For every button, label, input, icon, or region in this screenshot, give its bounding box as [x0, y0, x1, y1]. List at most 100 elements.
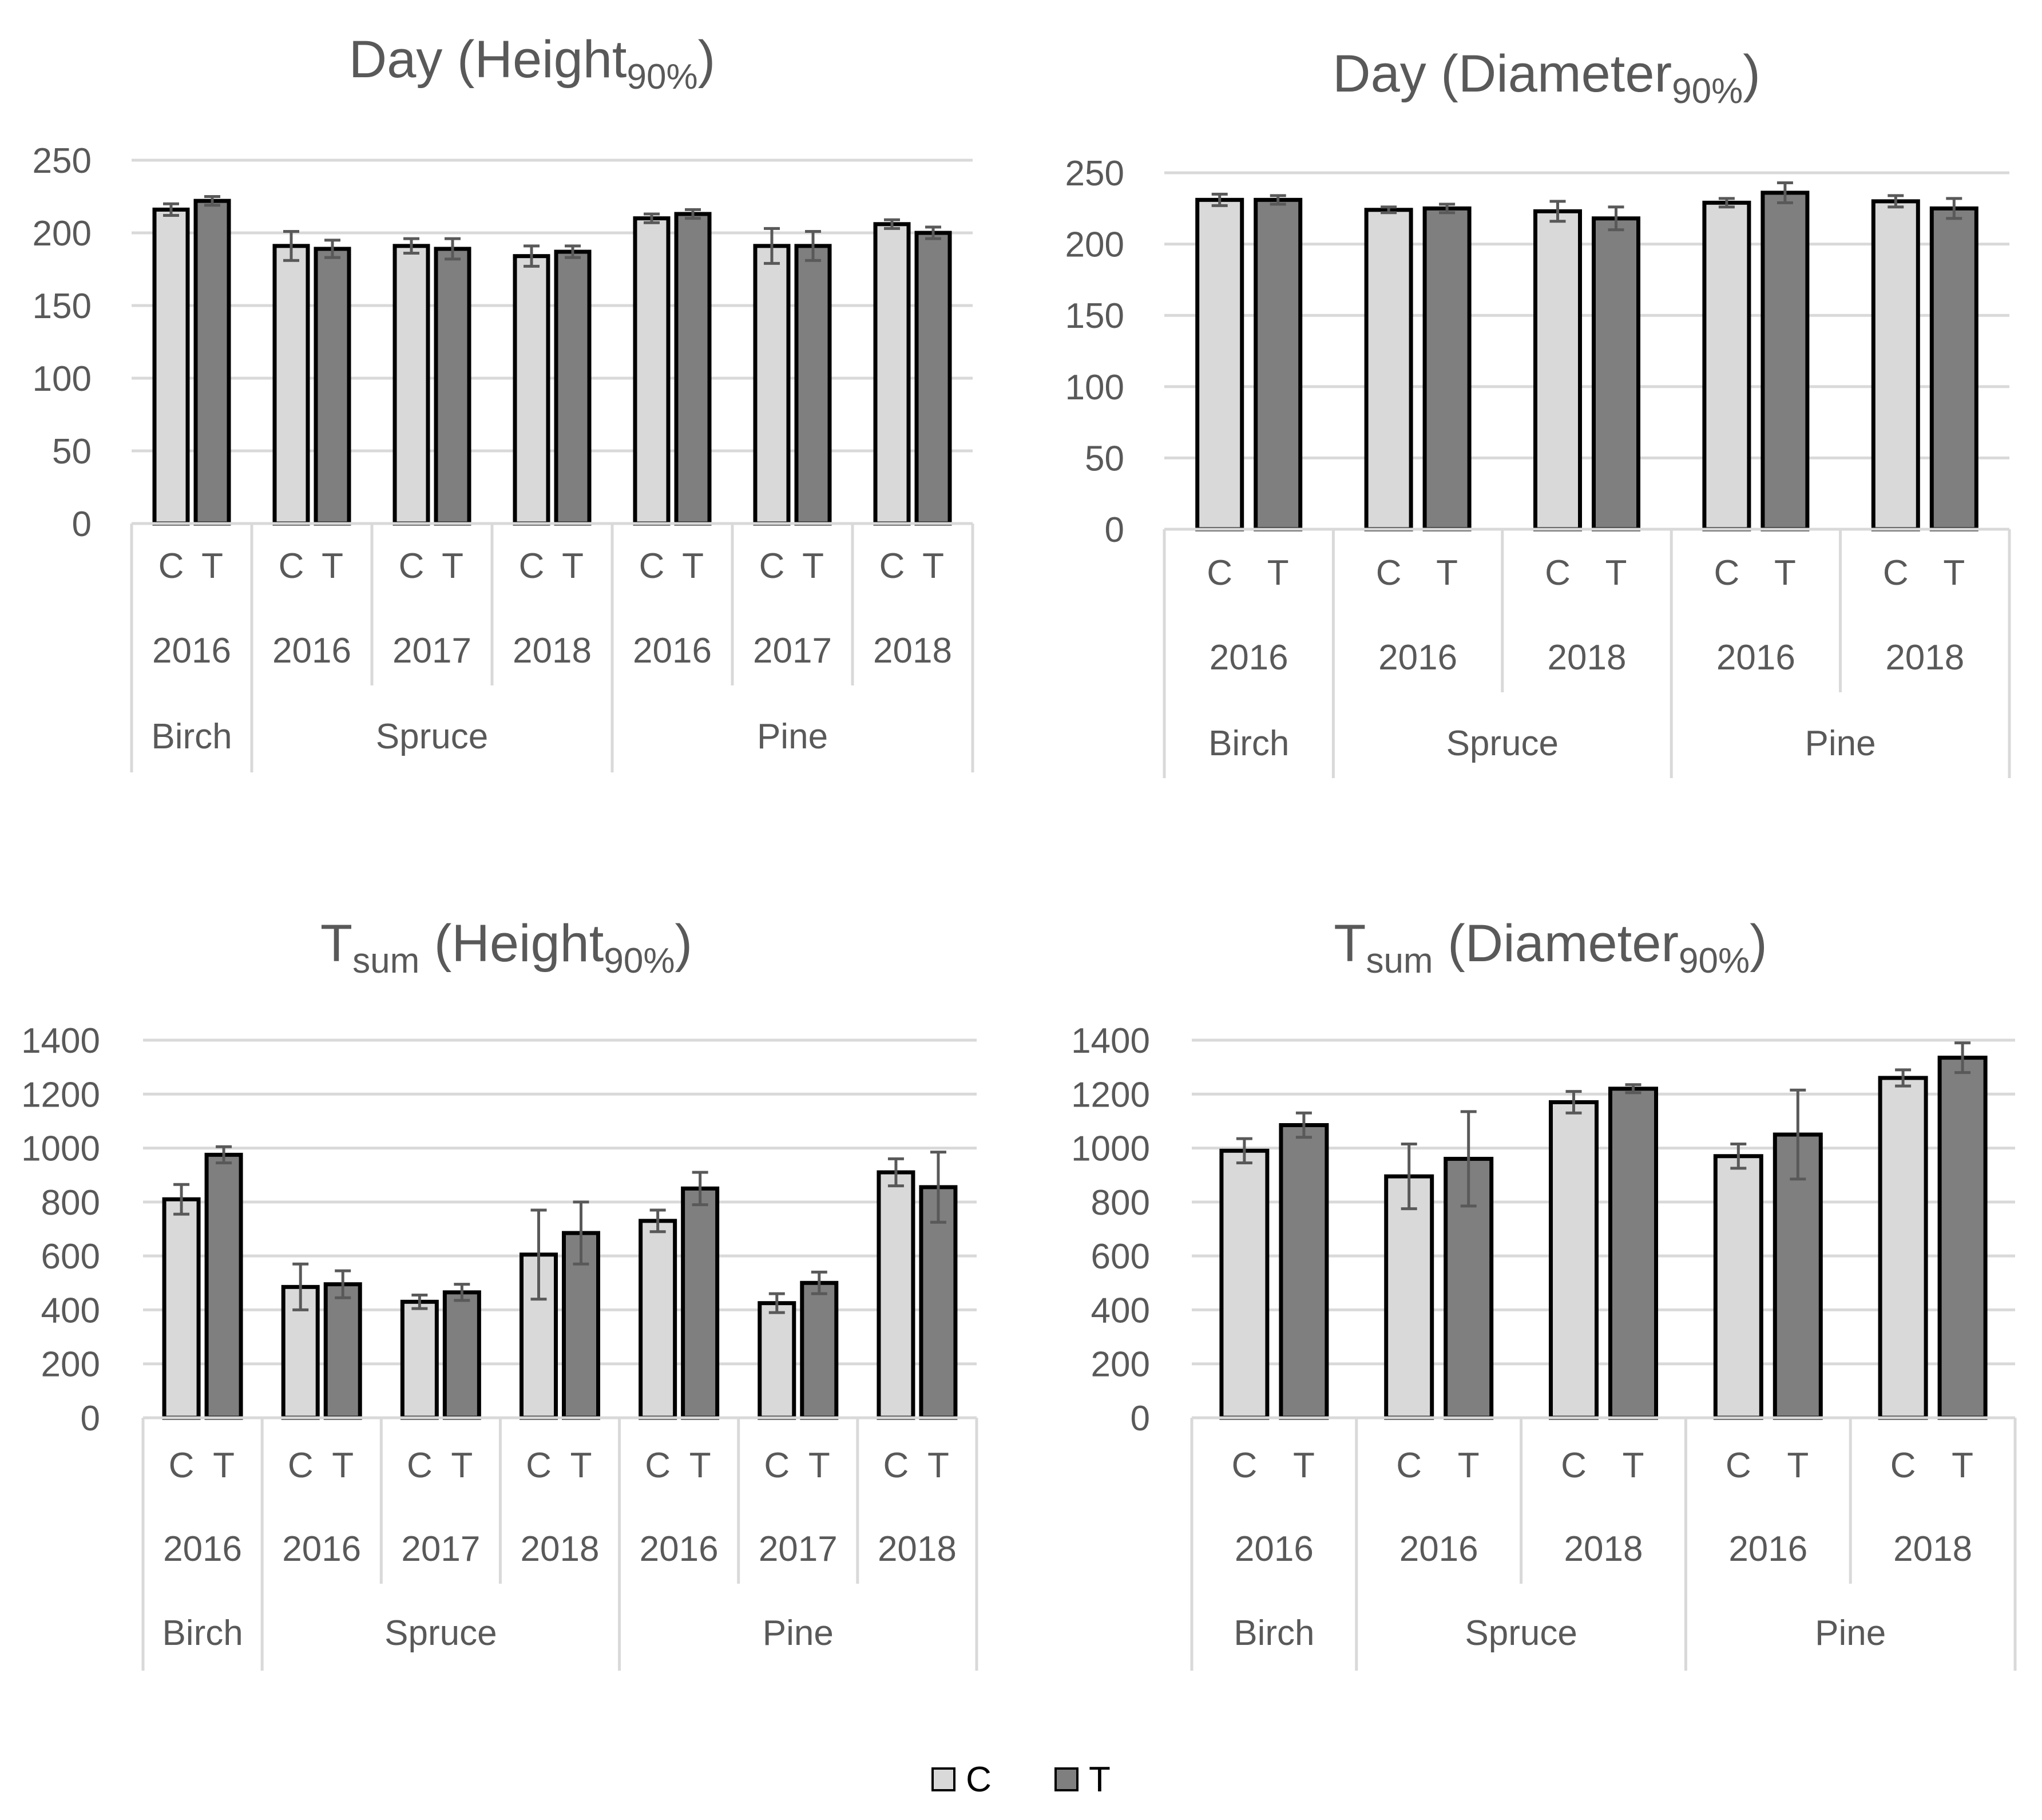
y-tick-label: 800	[41, 1183, 100, 1223]
species-label: Pine	[1815, 1613, 1886, 1653]
species-label: Pine	[1805, 724, 1876, 763]
bar-c	[392, 244, 430, 526]
bar-c	[152, 207, 190, 526]
year-label: 2018	[513, 631, 592, 671]
category-label-t: T	[570, 1446, 592, 1485]
year-label: 2018	[1885, 638, 1964, 677]
year-label: 2018	[873, 631, 952, 671]
category-label-t: T	[213, 1446, 235, 1485]
y-tick-label: 1000	[1071, 1129, 1150, 1169]
y-tick-label: 150	[33, 287, 92, 326]
bar-c	[1364, 208, 1413, 532]
year-label: 2018	[1893, 1529, 1972, 1569]
bar-t	[1254, 197, 1303, 532]
bar-c	[1871, 199, 1920, 532]
legend-label-t: T	[1088, 1759, 1111, 1799]
bar-c	[400, 1299, 439, 1420]
year-label: 2017	[759, 1529, 838, 1569]
bar-c	[1878, 1076, 1928, 1420]
y-tick-label: 200	[1065, 225, 1124, 265]
year-label: 2016	[1210, 638, 1288, 677]
legend-item-t: T	[1054, 1759, 1111, 1800]
bar-c	[758, 1301, 796, 1420]
y-tick-label: 200	[1091, 1345, 1150, 1385]
year-label: 2017	[401, 1529, 480, 1569]
category-label-c: C	[1726, 1446, 1751, 1485]
category-label-t: T	[322, 546, 343, 586]
bar-t	[681, 1186, 720, 1420]
category-label-t: T	[927, 1446, 949, 1485]
category-label-c: C	[1207, 553, 1232, 593]
category-label-c: C	[1232, 1446, 1258, 1485]
category-label-c: C	[883, 1446, 909, 1485]
y-tick-label: 50	[52, 432, 92, 471]
category-label-c: C	[639, 546, 665, 586]
y-tick-label: 100	[1065, 368, 1124, 407]
y-tick-label: 0	[1105, 510, 1124, 550]
y-tick-label: 1200	[21, 1075, 100, 1115]
category-label-t: T	[201, 546, 223, 586]
legend: C T	[0, 1754, 2042, 1805]
y-tick-label: 250	[1065, 154, 1124, 193]
category-label-t: T	[802, 546, 824, 586]
legend-swatch-t	[1054, 1767, 1079, 1791]
bar-t	[1929, 206, 1978, 532]
category-label-c: C	[279, 546, 304, 586]
category-label-t: T	[682, 546, 704, 586]
y-tick-label: 600	[41, 1237, 100, 1276]
y-tick-label: 1000	[21, 1129, 100, 1169]
category-label-t: T	[1436, 553, 1458, 593]
bar-t	[204, 1152, 243, 1420]
y-tick-label: 50	[1085, 439, 1124, 478]
category-label-c: C	[1376, 553, 1402, 593]
year-label: 2016	[163, 1529, 242, 1569]
y-tick-label: 200	[41, 1345, 100, 1385]
category-label-t: T	[1293, 1446, 1315, 1485]
category-label-c: C	[407, 1446, 433, 1485]
year-label: 2016	[282, 1529, 361, 1569]
category-label-c: C	[519, 546, 545, 586]
bar-c	[272, 244, 310, 526]
species-label: Birch	[1208, 724, 1289, 763]
year-label: 2016	[1399, 1529, 1478, 1569]
bar-c	[633, 216, 671, 526]
category-label-c: C	[288, 1446, 314, 1485]
category-label-c: C	[158, 546, 184, 586]
bar-t	[554, 249, 592, 526]
bar-t	[1279, 1123, 1329, 1420]
year-label: 2018	[1548, 638, 1627, 677]
bar-t	[1608, 1087, 1658, 1420]
bar-t	[794, 244, 832, 526]
species-label: Birch	[151, 717, 232, 756]
y-tick-label: 800	[1091, 1183, 1150, 1223]
y-tick-label: 1400	[21, 1021, 100, 1061]
category-label-c: C	[764, 1446, 790, 1485]
y-tick-label: 600	[1091, 1237, 1150, 1276]
category-label-t: T	[442, 546, 463, 586]
category-label-t: T	[689, 1446, 711, 1485]
category-label-t: T	[808, 1446, 830, 1485]
year-label: 2016	[1716, 638, 1795, 677]
species-label: Birch	[1234, 1613, 1314, 1653]
category-label-c: C	[1883, 553, 1909, 593]
year-label: 2018	[521, 1529, 600, 1569]
bar-c	[1219, 1148, 1270, 1420]
chart-title: Day (Height90%)	[349, 30, 715, 97]
year-label: 2016	[152, 631, 231, 671]
category-label-t: T	[1943, 553, 1965, 593]
bar-c	[873, 222, 911, 526]
bar-t	[914, 231, 952, 526]
chart-title: Tsum (Diameter90%)	[1334, 914, 1767, 981]
bar-c	[1713, 1154, 1763, 1420]
species-label: Spruce	[376, 717, 488, 756]
chart-tsum-height: Tsum (Height90%) 0 200 400 600 800 1000 1200 140…	[21, 914, 978, 1671]
bar-t	[434, 247, 471, 526]
y-tick-label: 400	[41, 1291, 100, 1330]
year-label: 2018	[1564, 1529, 1643, 1569]
bar-t	[800, 1280, 839, 1420]
category-label-t: T	[332, 1446, 354, 1485]
y-tick-label: 400	[1091, 1291, 1150, 1330]
year-label: 2018	[878, 1529, 957, 1569]
